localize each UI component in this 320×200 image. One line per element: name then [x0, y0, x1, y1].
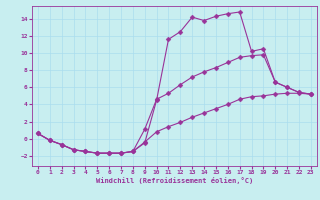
- X-axis label: Windchill (Refroidissement éolien,°C): Windchill (Refroidissement éolien,°C): [96, 177, 253, 184]
